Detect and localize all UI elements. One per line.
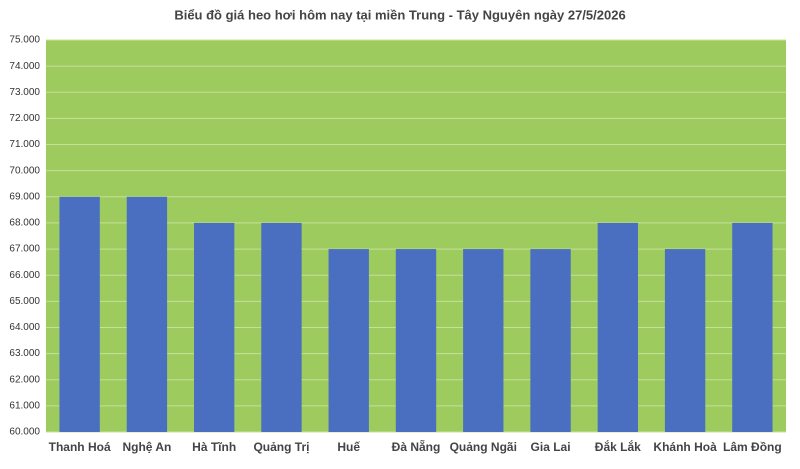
x-tick-label: Lâm Đồng xyxy=(723,440,782,454)
bar xyxy=(126,196,168,432)
x-tick-label: Đà Nẵng xyxy=(392,439,441,454)
bar xyxy=(664,249,706,432)
y-tick-label: 61.000 xyxy=(9,401,40,412)
x-tick-label: Quảng Trị xyxy=(253,440,309,454)
x-tick-label: Thanh Hoá xyxy=(49,440,111,454)
x-tick-label: Hà Tĩnh xyxy=(192,440,236,454)
x-tick-label: Huế xyxy=(337,440,360,454)
x-tick-label: Nghệ An xyxy=(122,440,171,454)
y-tick-label: 64.000 xyxy=(9,322,40,333)
bar xyxy=(395,249,437,432)
y-tick-label: 69.000 xyxy=(9,191,40,202)
chart-title: Biểu đồ giá heo hơi hôm nay tại miền Tru… xyxy=(174,7,625,22)
y-tick-label: 71.000 xyxy=(9,139,40,150)
bar xyxy=(530,249,571,432)
bar xyxy=(597,222,638,432)
x-tick-label: Khánh Hoà xyxy=(653,440,717,454)
bar xyxy=(59,196,100,432)
y-tick-label: 72.000 xyxy=(9,113,40,124)
x-tick-label: Đắk Lắk xyxy=(595,439,641,454)
y-tick-label: 73.000 xyxy=(9,87,40,98)
y-tick-label: 66.000 xyxy=(9,270,40,281)
y-tick-label: 68.000 xyxy=(9,218,40,229)
bar xyxy=(463,249,504,432)
bar xyxy=(194,222,235,432)
y-tick-label: 63.000 xyxy=(9,348,40,359)
x-tick-label: Quảng Ngãi xyxy=(450,440,517,454)
x-tick-label: Gia Lai xyxy=(531,440,571,454)
y-tick-label: 65.000 xyxy=(9,296,40,307)
y-tick-label: 75.000 xyxy=(9,35,40,46)
y-tick-label: 74.000 xyxy=(9,61,40,72)
bar xyxy=(261,222,302,432)
bar xyxy=(328,249,369,432)
y-tick-label: 62.000 xyxy=(9,374,40,385)
bar xyxy=(732,222,773,432)
y-tick-label: 60.000 xyxy=(9,427,40,438)
y-tick-label: 67.000 xyxy=(9,244,40,255)
y-tick-label: 70.000 xyxy=(9,165,40,176)
